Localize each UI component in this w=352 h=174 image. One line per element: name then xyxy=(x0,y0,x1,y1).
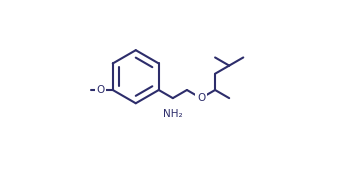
Text: O: O xyxy=(197,93,205,103)
Text: O: O xyxy=(97,85,105,95)
Text: NH₂: NH₂ xyxy=(163,109,183,119)
